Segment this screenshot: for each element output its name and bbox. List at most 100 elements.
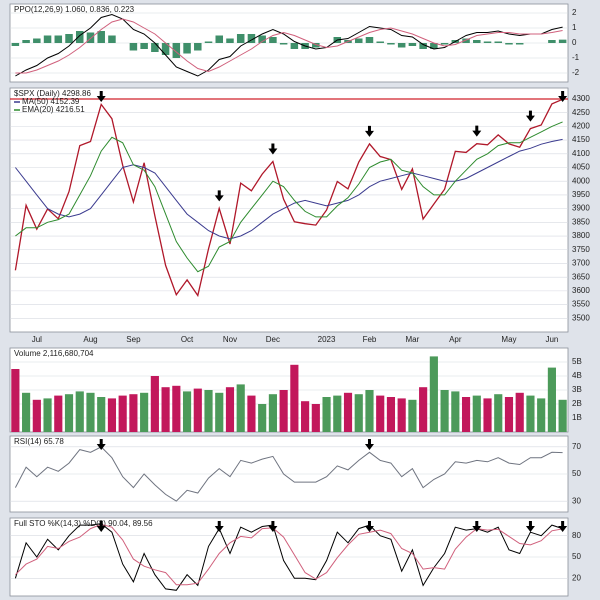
histogram-bar xyxy=(376,41,384,43)
volume-bar xyxy=(215,392,224,432)
histogram-bar xyxy=(312,43,320,48)
volume-bar xyxy=(365,390,374,432)
arrow xyxy=(96,91,106,102)
y-tick-label: 3650 xyxy=(572,272,590,281)
volume-bar xyxy=(140,392,149,432)
series-line xyxy=(15,13,563,77)
y-tick-label: 4100 xyxy=(572,149,590,158)
volume-bar xyxy=(118,395,127,432)
histogram-bar xyxy=(354,38,363,43)
histogram-bar xyxy=(65,34,73,43)
y-tick-label: 3600 xyxy=(572,286,590,295)
series-line xyxy=(15,121,563,273)
volume-bar xyxy=(279,390,288,432)
volume-bar xyxy=(22,392,31,432)
y-tick-label: 4B xyxy=(572,371,582,380)
y-tick-label: 3B xyxy=(572,385,582,394)
panel-title: Full STO %K(14,3) %D(3) 90.04, 89.56 xyxy=(14,519,153,528)
x-tick-label: Oct xyxy=(181,335,194,344)
arrow xyxy=(364,521,374,532)
volume-bar xyxy=(290,364,299,432)
volume-bar xyxy=(301,401,310,432)
volume-bar xyxy=(483,398,492,432)
volume-bar xyxy=(129,394,138,432)
volume-bar xyxy=(75,391,84,432)
x-tick-label: Dec xyxy=(266,335,280,344)
arrow xyxy=(558,521,568,532)
histogram-bar xyxy=(97,31,105,43)
histogram-bar xyxy=(54,35,63,43)
volume-bar xyxy=(461,397,471,432)
volume-bar xyxy=(43,398,52,432)
volume-bar xyxy=(547,367,556,432)
x-tick-label: 2023 xyxy=(318,335,336,344)
y-tick-label: 4300 xyxy=(572,94,590,103)
y-tick-label: 2B xyxy=(572,399,582,408)
volume-bar xyxy=(193,388,202,432)
arrow xyxy=(558,91,568,102)
histogram-bar xyxy=(269,37,277,43)
series-line xyxy=(15,18,563,74)
x-tick-label: Feb xyxy=(363,335,377,344)
histogram-bar xyxy=(548,40,556,43)
y-tick-label: 4000 xyxy=(572,176,590,185)
series-line xyxy=(14,98,563,298)
y-tick-label: 3900 xyxy=(572,204,590,213)
volume-bar xyxy=(32,399,41,432)
y-tick-label: 2 xyxy=(572,8,577,17)
volume-bar xyxy=(472,395,481,432)
histogram-bar xyxy=(408,43,417,46)
histogram-bar xyxy=(290,43,299,49)
histogram-bar xyxy=(151,43,159,52)
y-tick-label: 1B xyxy=(572,413,582,422)
y-tick-label: 3800 xyxy=(572,231,590,240)
histogram-bar xyxy=(279,43,288,45)
y-tick-label: 5B xyxy=(572,357,582,366)
histogram-bar xyxy=(419,43,427,49)
arrow xyxy=(96,439,106,450)
y-tick-label: 1 xyxy=(572,23,577,32)
volume-bar xyxy=(515,392,524,432)
volume-bar xyxy=(225,387,235,432)
arrow xyxy=(364,125,374,137)
y-tick-label: 4150 xyxy=(572,135,590,144)
volume-bar xyxy=(54,395,63,432)
y-tick-label: 3950 xyxy=(572,190,590,199)
panel-title: Volume 2,116,680,704 xyxy=(14,349,94,358)
arrow xyxy=(472,125,482,137)
histogram-bar xyxy=(194,43,202,51)
x-tick-label: Nov xyxy=(223,335,237,344)
volume-bar xyxy=(236,384,245,432)
y-tick-label: 20 xyxy=(572,573,581,582)
arrow xyxy=(525,110,535,122)
volume-bar xyxy=(258,404,267,432)
histogram-bar xyxy=(473,40,481,43)
histogram-bar xyxy=(505,43,513,45)
histogram-bar xyxy=(183,43,191,54)
volume-bar xyxy=(504,397,514,432)
series-line xyxy=(14,523,563,591)
y-tick-label: 30 xyxy=(572,496,581,505)
volume-bar xyxy=(150,376,159,432)
arrow xyxy=(364,439,374,450)
histogram-bar xyxy=(22,40,30,43)
y-tick-label: 70 xyxy=(572,442,581,451)
histogram-bar xyxy=(172,43,181,58)
volume-bar xyxy=(354,394,363,432)
y-tick-label: 3550 xyxy=(572,300,590,309)
y-tick-label: 0 xyxy=(572,38,577,47)
histogram-bar xyxy=(236,34,245,43)
histogram-bar xyxy=(108,35,116,43)
volume-bar xyxy=(440,390,449,432)
x-tick-label: Sep xyxy=(126,335,141,344)
volume-bar xyxy=(97,397,106,432)
arrow xyxy=(268,521,278,532)
volume-bar xyxy=(204,390,213,432)
volume-bar xyxy=(376,395,385,432)
volume-bar xyxy=(419,387,428,432)
y-tick-label: 50 xyxy=(572,552,581,561)
histogram-bar xyxy=(462,38,470,43)
x-tick-label: Jul xyxy=(32,335,42,344)
y-tick-label: 50 xyxy=(572,469,581,478)
